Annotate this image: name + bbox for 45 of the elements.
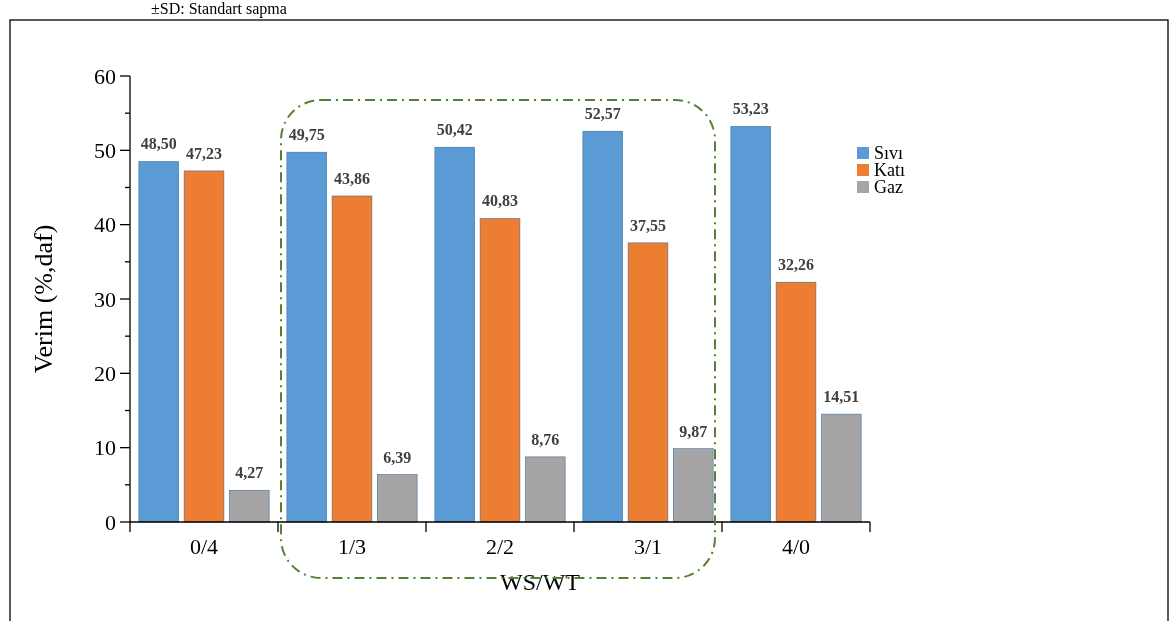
text: 37,55 [630, 216, 666, 234]
text: 4,27 [235, 464, 264, 482]
text: ±SD: Standart sapma [151, 0, 287, 18]
bar [286, 151, 327, 523]
bar [229, 489, 270, 523]
text: 47,23 [186, 144, 222, 162]
y-axis-title: Verim (%,daf) [29, 224, 58, 374]
text: 6,39 [383, 448, 412, 466]
text: 53,23 [732, 100, 769, 118]
bar [377, 474, 418, 523]
bar [673, 448, 714, 523]
bar [775, 281, 817, 523]
bar [821, 413, 862, 523]
text: 9,87 [679, 422, 708, 440]
x-tick-label: 3/1 [633, 534, 663, 559]
y-tick-label: 0 [105, 509, 116, 535]
bar [525, 456, 566, 523]
bar [730, 126, 771, 523]
bar [331, 195, 373, 523]
bar [627, 242, 669, 523]
y-tick-label: 60 [94, 63, 116, 89]
bar [582, 130, 623, 523]
bar [183, 170, 225, 523]
x-axis-title: WS/WT [500, 569, 581, 595]
x-tick-label: 2/2 [485, 534, 515, 559]
bar [434, 146, 475, 523]
text: 50,42 [436, 121, 473, 139]
bar [479, 218, 521, 523]
x-tick-label: 0/4 [189, 534, 219, 559]
text: 43,86 [334, 169, 370, 187]
x-tick-label: 1/3 [337, 534, 367, 559]
text: 52,57 [584, 105, 621, 123]
bar [138, 161, 179, 523]
text: 49,75 [288, 126, 325, 144]
y-tick-label: 40 [94, 212, 116, 238]
y-tick-label: 50 [94, 138, 116, 164]
text: 48,50 [140, 135, 177, 153]
y-tick-label: 30 [94, 286, 116, 312]
text: 14,51 [823, 388, 860, 406]
y-tick-label: 10 [94, 435, 116, 461]
text: 8,76 [531, 430, 560, 448]
y-tick-label: 20 [94, 361, 116, 387]
text: 40,83 [482, 192, 518, 210]
x-tick-label: 4/0 [781, 534, 811, 559]
text: 32,26 [778, 256, 814, 274]
